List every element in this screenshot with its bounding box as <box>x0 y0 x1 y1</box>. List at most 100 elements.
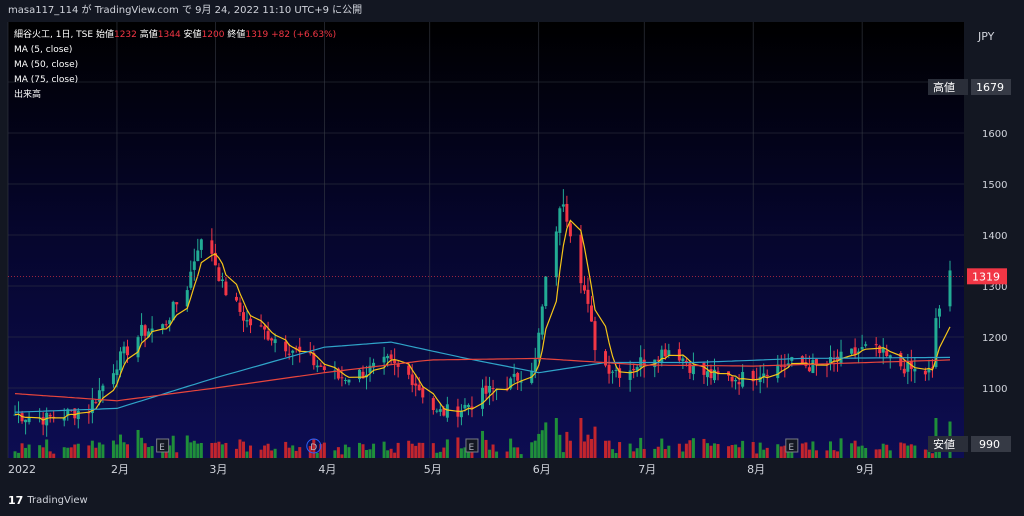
candle-body <box>614 369 618 371</box>
candle-body <box>860 347 864 350</box>
publisher-text: masa117_114 が TradingView.com で 9月 24, 2… <box>8 5 363 16</box>
brand[interactable]: 17 TradingView <box>8 494 88 507</box>
candle-body <box>828 357 832 364</box>
candle-body <box>336 368 340 379</box>
legend-ma75[interactable]: MA (75, close) <box>14 75 79 85</box>
candle-body <box>466 404 470 408</box>
volume-bar <box>589 438 593 458</box>
volume-bar <box>196 443 200 458</box>
candle-body <box>688 363 692 373</box>
volume-bar <box>393 452 397 458</box>
volume-bar <box>41 447 45 458</box>
tradingview-logo-icon: 17 <box>8 494 24 507</box>
volume-bar <box>284 441 288 458</box>
volume-bar <box>147 447 151 458</box>
candle-body <box>948 270 952 307</box>
volume-bar <box>69 447 73 458</box>
volume-bar <box>407 440 411 458</box>
volume-bar <box>691 438 695 458</box>
legend-ma50[interactable]: MA (50, close) <box>14 60 79 70</box>
volume-bar <box>681 451 685 458</box>
volume-bar <box>614 452 618 458</box>
candle-body <box>516 373 520 381</box>
low-label-badge <box>928 436 968 452</box>
volume-bar <box>628 443 632 458</box>
volume-bar <box>273 448 277 458</box>
price-tick-label: 1500 <box>982 180 1007 191</box>
candle-body <box>864 344 868 346</box>
candle-body <box>66 409 70 416</box>
volume-bar <box>505 451 509 458</box>
legend-volume[interactable]: 出来高 <box>14 90 42 100</box>
candle-body <box>410 374 414 386</box>
publisher-bar: masa117_114 が TradingView.com で 9月 24, 2… <box>0 0 1024 22</box>
volume-bar <box>126 444 130 458</box>
volume-bar <box>899 442 903 458</box>
volume-bar <box>312 439 316 458</box>
legend-ma5[interactable]: MA (5, close) <box>14 45 73 55</box>
volume-bar <box>442 447 446 458</box>
candle-body <box>171 301 175 321</box>
candle-body <box>586 289 590 304</box>
candle-body <box>238 302 242 312</box>
volume-bar <box>762 449 766 458</box>
volume-bar <box>481 430 485 458</box>
volume-bar <box>814 450 818 458</box>
volume-bar <box>48 451 52 458</box>
last-price-value: 1319 <box>972 270 1000 283</box>
volume-bar <box>396 442 400 458</box>
low-label: 安値 <box>933 437 955 451</box>
volume-bar <box>684 443 688 458</box>
volume-bar <box>242 441 245 458</box>
candle-body <box>484 385 488 394</box>
candle-body <box>340 377 344 379</box>
candle-body <box>111 373 115 385</box>
time-axis[interactable] <box>8 458 964 484</box>
candle-body <box>273 339 277 344</box>
volume-bar <box>544 422 548 458</box>
event-earnings-icon <box>465 438 479 453</box>
volume-bar <box>238 439 242 458</box>
candle-body <box>519 381 523 383</box>
volume-bar <box>213 442 217 458</box>
candle-body <box>175 302 179 305</box>
candle-body <box>800 356 804 364</box>
volume-bar <box>382 441 386 458</box>
volume-bar <box>783 445 787 458</box>
volume-bar <box>45 439 49 458</box>
candle-body <box>322 366 326 370</box>
candle-body <box>509 378 513 389</box>
volume-bar <box>857 446 861 458</box>
volume-bar <box>713 443 716 458</box>
volume-bar <box>459 448 463 458</box>
last-price-badge <box>967 268 1007 285</box>
volume-bar <box>885 444 889 458</box>
volume-bar <box>372 443 376 458</box>
volume-bar <box>688 440 692 458</box>
candle-body <box>389 354 393 360</box>
volume-bar <box>930 453 934 458</box>
candle-body <box>94 402 98 404</box>
candle-body <box>213 252 217 266</box>
candle-body <box>224 281 228 296</box>
volume-bar <box>653 448 657 458</box>
volume-bar <box>24 447 28 458</box>
candle-body <box>259 325 263 327</box>
time-tick-label: 8月 <box>747 463 765 476</box>
volume-bar <box>343 444 347 458</box>
volume-bar <box>702 438 706 458</box>
volume-bar <box>270 450 274 458</box>
volume-bar <box>115 444 119 458</box>
volume-bar <box>755 453 759 458</box>
candle-body <box>878 345 882 354</box>
volume-bar <box>199 442 203 458</box>
volume-bar <box>224 442 228 458</box>
volume-bar <box>727 446 731 458</box>
volume-bar <box>62 447 66 458</box>
volume-bar <box>804 442 808 458</box>
time-tick-label: 9月 <box>856 463 874 476</box>
volume-bar <box>210 442 214 458</box>
candle-body <box>140 324 144 336</box>
volume-bar <box>516 447 520 458</box>
